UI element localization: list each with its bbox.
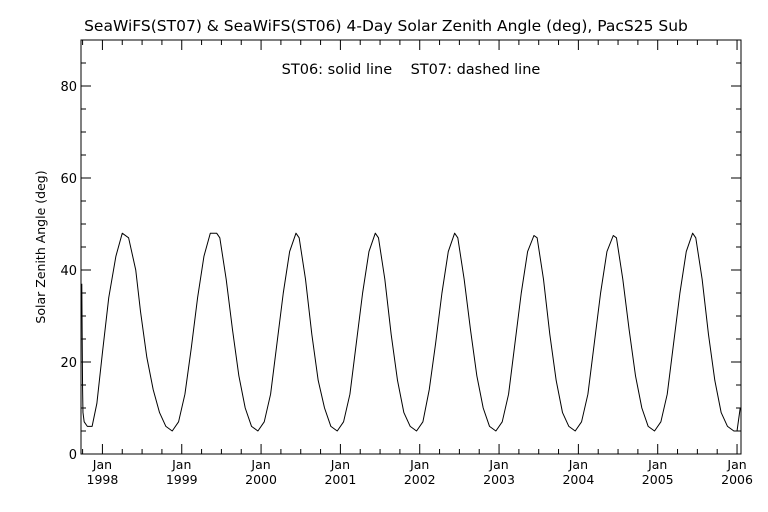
x-tick-label-month: Jan: [568, 457, 588, 472]
plot-frame: [80, 39, 742, 455]
y-tick-label: 80: [60, 80, 77, 95]
y-tick-label: 20: [60, 356, 77, 371]
y-tick-label: 0: [69, 448, 77, 463]
chart-title: SeaWiFS(ST07) & SeaWiFS(ST06) 4-Day Sola…: [84, 17, 688, 35]
x-tick-label-year: 2005: [642, 472, 674, 487]
x-tick-label-month: Jan: [171, 457, 191, 472]
x-tick-label-month: Jan: [250, 457, 270, 472]
x-tick-label-year: 1998: [87, 472, 119, 487]
x-axis-ticks: Jan1998Jan1999Jan2000Jan2001Jan2002Jan20…: [82, 40, 753, 487]
x-tick-label-year: 2001: [324, 472, 356, 487]
x-tick-label-year: 2003: [483, 472, 515, 487]
x-tick-label-month: Jan: [409, 457, 429, 472]
x-tick-label-year: 2002: [404, 472, 436, 487]
x-tick-label-month: Jan: [647, 457, 667, 472]
y-tick-label: 40: [60, 264, 77, 279]
x-tick-label-month: Jan: [330, 457, 350, 472]
series-line-st06: [81, 232, 741, 432]
series-layer: [81, 232, 741, 432]
line-style-legend-note: ST06: solid line ST07: dashed line: [282, 62, 541, 78]
y-axis-ticks: 0 20 40 60 80: [60, 39, 741, 463]
x-tick-label-year: 2006: [721, 472, 753, 487]
x-tick-label-year: 1999: [166, 472, 198, 487]
x-tick-label-month: Jan: [726, 457, 746, 472]
x-tick-label-year: 2000: [245, 472, 277, 487]
x-tick-label-month: Jan: [92, 457, 112, 472]
y-axis-label: Solar Zenith Angle (deg): [33, 170, 48, 323]
x-tick-label-month: Jan: [488, 457, 508, 472]
x-tick-label-year: 2004: [562, 472, 594, 487]
y-tick-label: 60: [60, 172, 77, 187]
